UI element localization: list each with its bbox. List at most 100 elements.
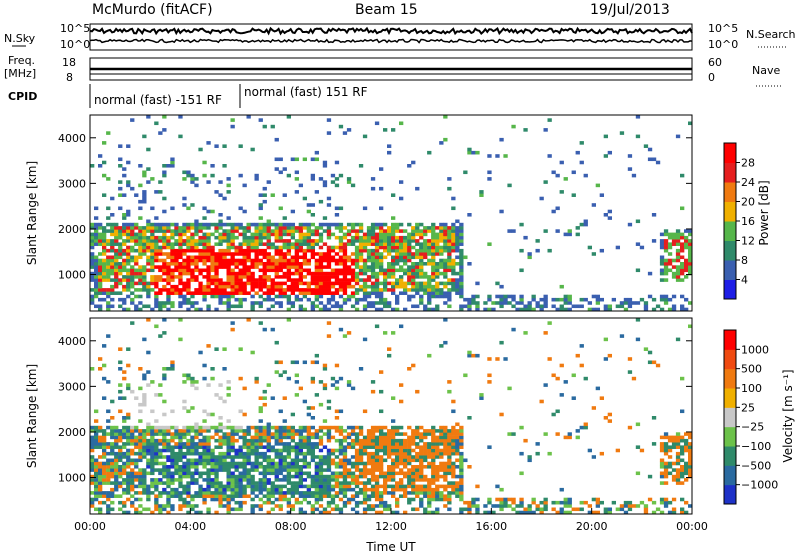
data-cell: [106, 307, 111, 312]
data-cell: [202, 291, 207, 295]
data-cell: [571, 170, 576, 175]
data-cell: [551, 170, 556, 175]
data-cell: [579, 160, 584, 165]
data-cell: [118, 206, 123, 211]
data-cell: [186, 376, 191, 381]
data-cell: [234, 451, 239, 456]
data-cell: [138, 497, 143, 502]
data-cell: [202, 232, 207, 237]
data-cell: [318, 455, 324, 459]
data-cell: [379, 229, 384, 233]
data-cell: [314, 265, 320, 269]
data-cell: [607, 507, 613, 512]
data-cell: [130, 258, 135, 263]
data-cell: [338, 278, 344, 282]
data-cell: [374, 284, 380, 289]
data-cell: [459, 229, 464, 233]
data-cell: [262, 199, 267, 204]
data-cell: [423, 239, 428, 243]
data-cell: [455, 465, 460, 469]
data-cell: [114, 461, 119, 466]
data-cell: [126, 288, 131, 292]
data-cell: [190, 380, 195, 384]
data-cell: [266, 422, 271, 427]
colorbar-segment: [724, 279, 736, 300]
data-cell: [102, 481, 107, 485]
data-cell: [158, 239, 163, 243]
data-cell: [106, 409, 111, 414]
colorbar-tick-label: 12: [741, 235, 755, 248]
data-cell: [346, 271, 352, 276]
data-cell: [278, 484, 283, 489]
data-cell: [395, 497, 400, 502]
data-cell: [358, 265, 364, 269]
data-cell: [334, 222, 340, 227]
data-cell: [427, 484, 432, 489]
data-cell: [607, 150, 613, 155]
data-cell: [290, 481, 296, 485]
data-cell: [391, 268, 396, 273]
data-cell: [463, 304, 468, 309]
data-cell: [290, 432, 296, 436]
data-cell: [338, 497, 344, 502]
data-cell: [587, 510, 593, 515]
data-cell: [222, 164, 227, 168]
data-cell: [262, 235, 267, 240]
data-cell: [342, 297, 348, 302]
data-cell: [98, 226, 103, 230]
data-cell: [346, 425, 352, 430]
data-cell: [539, 307, 544, 312]
data-cell: [142, 275, 147, 279]
data-cell: [158, 304, 163, 309]
data-cell: [90, 235, 95, 240]
data-cell: [439, 271, 444, 276]
data-cell: [94, 474, 99, 479]
data-cell: [230, 321, 235, 325]
data-cell: [575, 226, 580, 230]
data-cell: [603, 307, 609, 312]
data-cell: [214, 226, 219, 230]
data-cell: [290, 445, 296, 449]
data-cell: [202, 451, 207, 456]
data-cell: [146, 425, 151, 430]
data-cell: [142, 396, 147, 400]
data-cell: [182, 288, 187, 292]
data-cell: [591, 455, 597, 459]
colorbar-tick-label: 16: [741, 215, 755, 228]
data-cell: [190, 461, 195, 466]
data-cell: [455, 429, 460, 433]
data-cell: [667, 455, 673, 459]
data-cell: [162, 445, 167, 449]
data-cell: [298, 451, 304, 456]
data-cell: [234, 487, 239, 492]
y-tick-label: 4000: [58, 335, 86, 348]
data-cell: [98, 484, 103, 489]
data-cell: [94, 468, 99, 472]
data-cell: [282, 419, 287, 423]
data-cell: [262, 451, 267, 456]
data-cell: [270, 327, 275, 332]
data-cell: [194, 465, 199, 469]
data-cell: [467, 507, 472, 512]
data-cell: [178, 497, 183, 502]
data-cell: [258, 409, 263, 414]
data-cell: [306, 491, 312, 495]
data-cell: [218, 248, 223, 253]
data-cell: [226, 216, 231, 220]
data-cell: [350, 465, 356, 469]
data-cell: [306, 412, 312, 417]
data-cell: [162, 232, 167, 237]
data-cell: [322, 284, 328, 289]
data-cell: [519, 301, 524, 305]
data-cell: [314, 474, 320, 479]
data-cell: [559, 297, 564, 302]
data-cell: [379, 425, 384, 430]
data-cell: [511, 229, 516, 233]
data-cell: [539, 196, 544, 201]
data-cell: [374, 455, 380, 459]
data-cell: [270, 458, 275, 463]
data-cell: [443, 284, 448, 289]
data-cell: [427, 284, 432, 289]
data-cell: [374, 239, 380, 243]
data-cell: [439, 429, 444, 433]
